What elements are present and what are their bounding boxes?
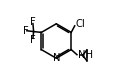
Text: N: N (53, 53, 60, 63)
Text: F: F (23, 26, 28, 36)
Text: Cl: Cl (76, 19, 86, 29)
Text: F: F (30, 17, 36, 27)
Text: NH: NH (78, 50, 93, 60)
Text: F: F (30, 35, 36, 45)
